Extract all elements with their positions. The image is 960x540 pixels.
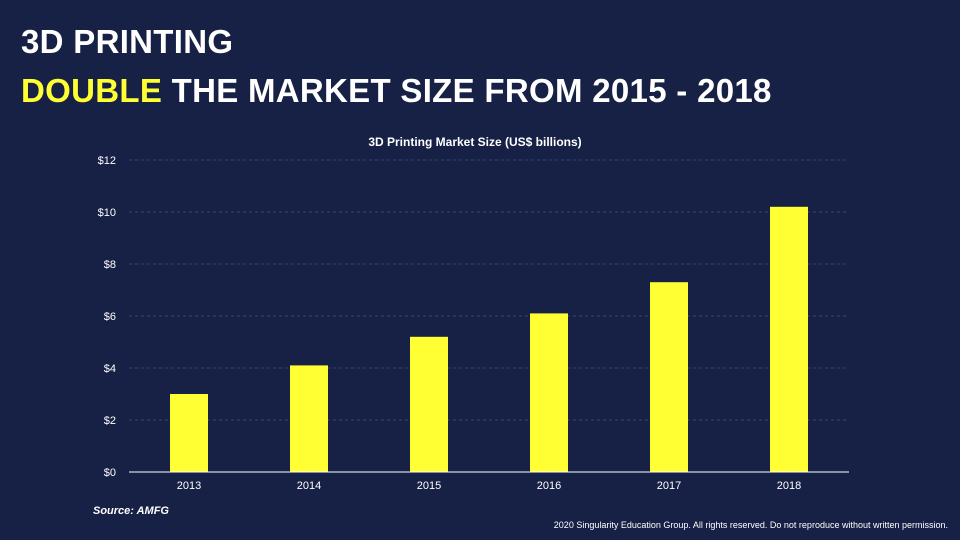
bar-2017	[650, 282, 688, 472]
y-tick-label: $4	[104, 363, 116, 375]
y-tick-label: $2	[104, 415, 116, 427]
bars	[170, 206, 808, 473]
y-tick-label: $8	[104, 259, 116, 271]
source-note: Source: AMFG	[93, 505, 169, 517]
x-tick-label: 2018	[777, 480, 801, 492]
y-axis-ticks: $0 $2 $4 $6 $8 $10 $12	[98, 155, 116, 479]
bar-2016	[530, 313, 568, 472]
bar-2013	[170, 394, 208, 472]
y-tick-label: $6	[104, 311, 116, 323]
bar-2015	[410, 336, 448, 472]
copyright-note: 2020 Singularity Education Group. All ri…	[553, 520, 948, 530]
bar-2018	[770, 206, 808, 473]
subtitle-rest: THE MARKET SIZE FROM 2015 - 2018	[162, 72, 772, 109]
x-axis-ticks: 2013 2014 2015 2016 2017 2018	[177, 480, 801, 492]
x-tick-label: 2015	[417, 480, 441, 492]
x-tick-label: 2014	[297, 480, 321, 492]
y-tick-label: $12	[98, 155, 116, 167]
x-tick-label: 2017	[657, 480, 681, 492]
y-tick-label: $0	[104, 467, 116, 479]
x-tick-label: 2016	[537, 480, 561, 492]
slide-subtitle: DOUBLE THE MARKET SIZE FROM 2015 - 2018	[21, 71, 772, 111]
y-tick-label: $10	[98, 207, 116, 219]
bar-2014	[290, 365, 328, 472]
grid-lines	[129, 159, 849, 421]
x-tick-label: 2013	[177, 480, 201, 492]
slide-title: 3D PRINTING	[21, 23, 234, 60]
subtitle-highlight: DOUBLE	[21, 72, 163, 109]
chart-title: 3D Printing Market Size (US$ billions)	[368, 135, 581, 149]
